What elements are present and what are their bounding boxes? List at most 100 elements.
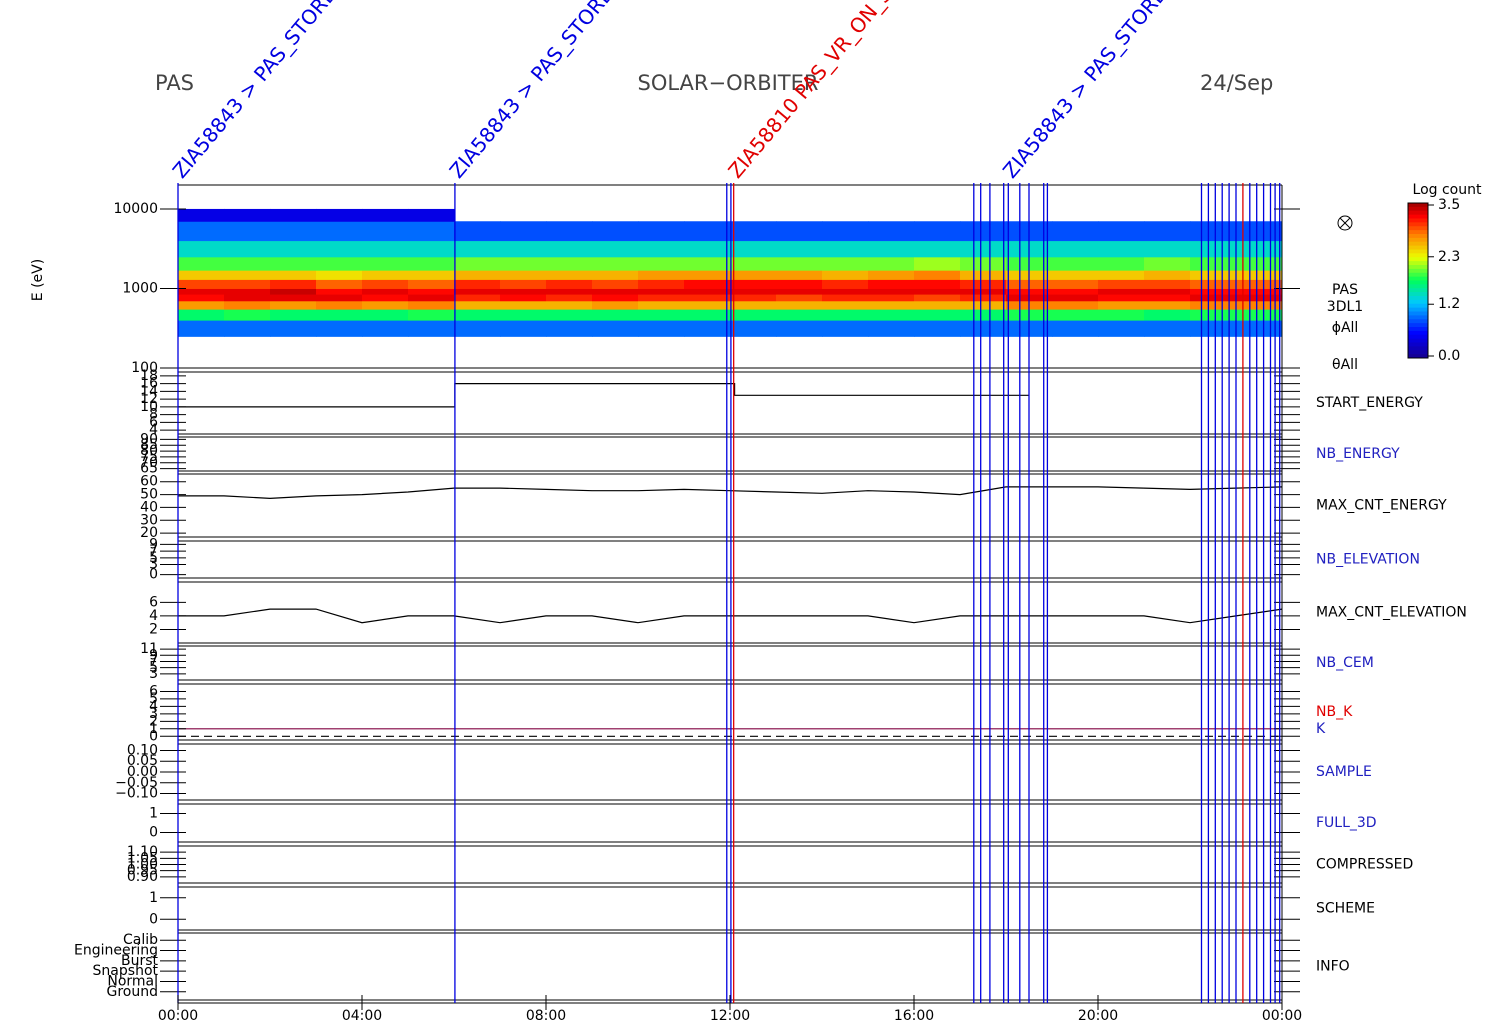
heatmap-cell [868,221,915,242]
heatmap-cell [1190,309,1237,321]
heatmap-cell [822,240,869,258]
y-tick-label: 2 [149,713,158,729]
colorbar-segment [1408,350,1428,355]
y-tick-label: 1.00 [127,857,158,873]
heatmap-cell [914,256,961,271]
heatmap-cell [776,240,823,258]
heatmap-cell [776,300,823,310]
heatmap-cell [592,256,639,271]
heatmap-cell [868,320,915,337]
heatmap-cell [638,279,685,289]
y-tick-label: 100 [131,360,158,376]
heatmap-cell [408,256,455,271]
heatmap-cell [362,270,409,280]
heatmap-cell [178,240,225,258]
heatmap-cell [1144,270,1191,280]
colorbar-tick-label: 1.2 [1438,296,1460,312]
heatmap-cell [822,256,869,271]
heatmap-cell [546,256,593,271]
y-tick-label: 0.90 [127,869,158,885]
colorbar-segment [1408,292,1428,297]
series-line [178,383,1029,408]
heatmap-cell [730,300,777,310]
colorbar-segment [1408,218,1428,223]
heatmap-cell [500,221,547,242]
heatmap-cell [270,279,317,289]
y-tick-label: Calib [123,932,158,948]
y-axis-label: E (eV) [30,259,46,301]
colorbar-tick-label: 3.5 [1438,197,1460,213]
y-tick-label: 75 [140,449,158,465]
heatmap-cell [178,288,225,295]
x-tick-label: 00:00 [1262,1008,1302,1020]
y-tick-label: 50 [140,487,158,503]
colorbar-tick-label: 0.0 [1438,348,1460,364]
colorbar-segment [1408,245,1428,250]
heatmap-cell [1098,309,1145,321]
y-tick-label: 18 [140,368,158,384]
colorbar-segment [1408,338,1428,343]
heatmap-cell [454,288,501,295]
heatmap-cell [454,309,501,321]
heatmap-cell [868,294,915,302]
heatmap-cell [960,294,1007,302]
heatmap-cell [730,256,777,271]
heatmap-cell [914,294,961,302]
y-tick-label: 0.95 [127,863,158,879]
heatmap-cell [1144,300,1191,310]
heatmap-cell [960,256,1007,271]
heatmap-cell [1144,320,1191,337]
heatmap-cell [914,240,961,258]
heatmap-cell [316,208,363,222]
y-tick-label: 40 [140,499,158,515]
heatmap-cell [1052,270,1099,280]
heatmap-cell [1190,279,1237,289]
heatmap-cell [868,270,915,280]
heatmap-cell [1236,294,1283,302]
header-right: 24/Sep [1200,71,1273,95]
heatmap-cell [914,300,961,310]
heatmap-cell [362,208,409,222]
heatmap-cell [868,240,915,258]
heatmap-cell [546,309,593,321]
heatmap-cell [776,309,823,321]
heatmap-cell [730,221,777,242]
colorbar-segment [1408,237,1428,243]
header-left: PAS [155,71,194,95]
heatmap-cell [500,309,547,321]
heatmap-cell [178,294,225,302]
heatmap-cell [454,256,501,271]
heatmap-cell [1098,221,1145,242]
heatmap-cell [914,320,961,337]
y-tick-label: 4 [149,698,158,714]
heatmap-cell [592,309,639,321]
heatmap-cell [960,309,1007,321]
heatmap-cell [822,300,869,310]
x-tick-label: 16:00 [894,1008,934,1020]
heatmap-cell [822,221,869,242]
y-tick-label: −0.05 [115,775,158,791]
heatmap-cell [362,309,409,321]
heatmap-cell [776,288,823,295]
heatmap-cell [224,294,271,302]
heatmap-cell [500,300,547,310]
heatmap-cell [730,270,777,280]
colorbar-segment [1408,334,1428,340]
panel-label: θAll [1332,357,1358,373]
heatmap-cell [178,309,225,321]
heatmap-cell [960,240,1007,258]
heatmap-cell [822,320,869,337]
heatmap-cell [500,256,547,271]
heatmap-cell [914,309,961,321]
heatmap-cell [822,288,869,295]
heatmap-cell [1236,288,1283,295]
colorbar-segment [1408,268,1428,274]
y-tick-label: 1000 [122,280,158,296]
panel-label: START_ENERGY [1316,395,1423,411]
colorbar-segment [1408,342,1428,347]
heatmap-cell [638,221,685,242]
y-tick-label: 6 [149,683,158,699]
panel-label: PAS [1332,282,1358,298]
heatmap-cell [500,240,547,258]
heatmap-cell [408,208,455,222]
